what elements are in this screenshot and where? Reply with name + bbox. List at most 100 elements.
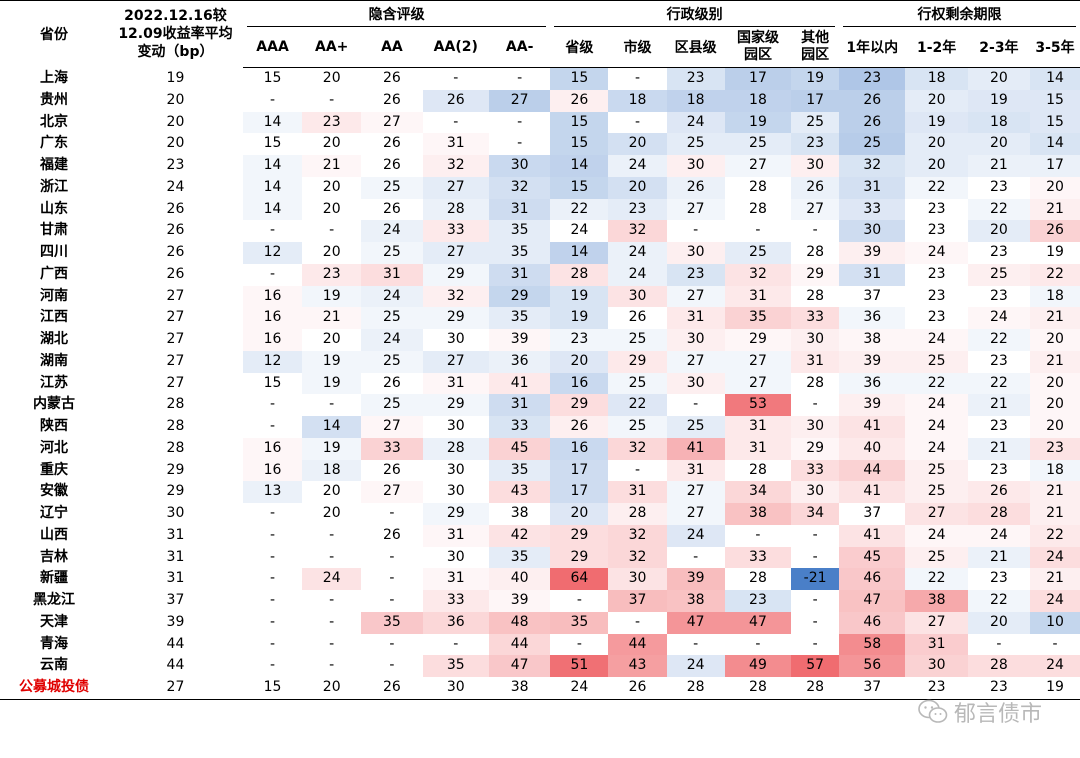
heatmap-cell: 27	[422, 350, 489, 373]
province-cell: 江西	[39, 309, 68, 326]
heatmap-cell: 33	[724, 546, 792, 569]
heatmap-cell: 22	[967, 198, 1031, 221]
heatmap-cell: 25	[361, 394, 423, 416]
heatmap-cell: 31	[489, 263, 551, 286]
heatmap-cell: -	[693, 635, 699, 652]
heatmap-cell: 23	[1030, 437, 1080, 460]
heatmap-cell: 45	[839, 546, 906, 569]
heatmap-cell: 24	[608, 155, 667, 177]
heatmap-cell: 41	[666, 437, 725, 460]
heatmap-cell: 13	[242, 481, 303, 503]
heatmap-cell: 29	[550, 394, 609, 416]
heatmap-cell: 42	[489, 524, 551, 547]
heatmap-cell: 20	[302, 67, 362, 90]
heatmap-cell: -	[755, 635, 761, 652]
province-cell: 公募城投债	[0, 677, 108, 700]
heatmap-cell: 14	[242, 111, 303, 134]
heatmap-cell: 33	[791, 307, 840, 329]
heatmap-cell: 31	[489, 394, 551, 416]
heatmap-cell: 32	[608, 437, 667, 460]
change-cell: 24	[166, 178, 185, 195]
heatmap-cell: -	[389, 570, 395, 587]
table-row: 新疆 31-24-31 40 64 30 39 28 -21 46 22 23 21	[0, 568, 1080, 590]
table-row: 北京 20 14 23 27- -15-24 19 25 26 19 18 15	[0, 111, 1080, 134]
heatmap-cell: 26	[422, 89, 489, 112]
heatmap-cell: 25	[608, 416, 667, 438]
heatmap-cell: 26	[666, 176, 725, 199]
heatmap-cell: 44	[839, 459, 906, 482]
change-cell: 23	[166, 157, 185, 174]
heatmap-cell: 24	[905, 437, 968, 460]
table-row: 山东 26 14 20 26 28 31 22 23 27 28 27 33 23 22 21	[0, 198, 1080, 221]
heatmap-cell: 41	[839, 416, 906, 438]
change-cell: 20	[166, 91, 185, 108]
heatmap-cell: 47	[839, 590, 906, 612]
heatmap-cell: 23	[905, 677, 968, 700]
heatmap-cell: 29	[422, 503, 489, 525]
heatmap-cell: 16	[242, 329, 303, 351]
heatmap-cell: -	[453, 70, 459, 87]
province-cell: 辽宁	[39, 505, 68, 522]
change-cell: 28	[166, 418, 185, 435]
heatmap-cell: 23	[967, 285, 1031, 308]
heatmap-cell: -	[812, 592, 818, 609]
heatmap-cell: 20	[550, 503, 609, 525]
heatmap-cell: 15	[550, 176, 609, 199]
heatmap-cell: 25	[666, 133, 725, 155]
heatmap-cell: -	[755, 222, 761, 239]
heatmap-cell: -	[270, 613, 276, 630]
province-cell: 上海	[39, 69, 68, 86]
heatmap-cell: 24	[361, 285, 423, 308]
column-header: 1年以内	[839, 27, 906, 68]
table-row: 湖北 27 16 20 24 30 39 23 25 30 29 30 38 24 22 20	[0, 329, 1080, 351]
change-cell: 27	[166, 287, 185, 304]
change-cell: 26	[166, 265, 185, 282]
heatmap-cell: -	[389, 635, 395, 652]
province-cell: 青海	[39, 635, 68, 652]
heatmap-cell: 20	[608, 176, 667, 199]
heatmap-cell: 26	[839, 89, 906, 112]
heatmap-cell: 46	[839, 611, 906, 634]
heatmap-cell: 19	[302, 437, 362, 460]
heatmap-cell: 27	[361, 481, 423, 503]
heatmap-cell: 22	[967, 329, 1031, 351]
province-cell: 北京	[39, 113, 68, 130]
heatmap-cell: 17	[550, 481, 609, 503]
heatmap-cell: 24	[1030, 590, 1080, 612]
heatmap-cell: 28	[550, 263, 609, 286]
heatmap-cell: 25	[666, 416, 725, 438]
province-cell: 新疆	[39, 570, 68, 587]
province-cell: 吉林	[39, 548, 68, 565]
heatmap-cell: 30	[839, 220, 906, 242]
heatmap-cell: 27	[666, 481, 725, 503]
heatmap-cell: 32	[724, 263, 792, 286]
heatmap-cell: 26	[361, 155, 423, 177]
heatmap-cell: -	[634, 113, 641, 130]
heatmap-cell: 24	[905, 329, 968, 351]
heatmap-cell: 18	[967, 111, 1031, 134]
heatmap-cell: 31	[422, 372, 489, 395]
heatmap-cell: 31	[724, 416, 792, 438]
heatmap-cell: 36	[839, 372, 906, 395]
heatmap-cell: 32	[489, 176, 551, 199]
heatmap-cell: 26	[839, 111, 906, 134]
heatmap-cell: 25	[967, 263, 1031, 286]
heatmap-cell: 28	[791, 242, 840, 264]
heatmap-cell: 20	[302, 481, 362, 503]
heatmap-cell: 31	[489, 198, 551, 221]
heatmap-cell: -	[576, 635, 582, 652]
heatmap-cell: 22	[905, 568, 968, 590]
heatmap-cell: 27	[724, 350, 792, 373]
heatmap-cell: 27	[666, 285, 725, 308]
table-body: 上海 19 15 20 26- -15-23 17 19 23 18 20 14 贵州 20- -26 26 2…	[0, 67, 1080, 700]
heatmap-cell: 20	[1030, 416, 1080, 438]
heatmap-cell: -	[755, 526, 761, 543]
heatmap-cell: -	[270, 635, 276, 652]
heatmap-cell: 36	[422, 611, 489, 634]
column-header: 其他 园区	[791, 27, 840, 68]
heatmap-cell: 28	[791, 677, 840, 700]
heatmap-cell: 35	[489, 307, 551, 329]
group-underline	[843, 26, 1076, 27]
heatmap-cell: 14	[1030, 133, 1080, 155]
table-row: 上海 19 15 20 26- -15-23 17 19 23 18 20 14	[0, 67, 1080, 90]
